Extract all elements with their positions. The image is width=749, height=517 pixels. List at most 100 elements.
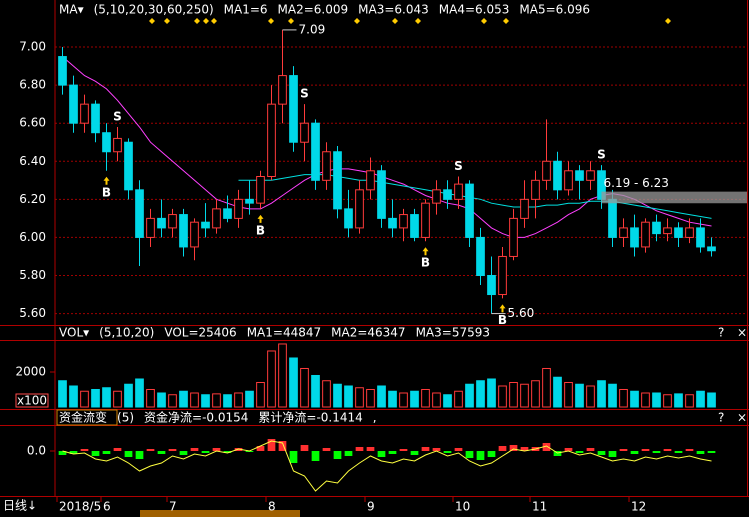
volume-bar bbox=[531, 380, 540, 408]
close-button[interactable]: × bbox=[737, 326, 747, 340]
sell-signal: S bbox=[300, 87, 309, 101]
volume-bar bbox=[58, 380, 67, 408]
buy-signal: B bbox=[256, 223, 265, 237]
legend-item: , bbox=[373, 411, 377, 425]
x-tick-label: 7 bbox=[169, 500, 177, 514]
flow-line bbox=[62, 440, 712, 492]
volume-bar bbox=[168, 394, 177, 408]
flow-bar bbox=[190, 448, 199, 451]
candle-body bbox=[542, 160, 551, 181]
x-tick-label: 9 bbox=[367, 500, 375, 514]
period-selector[interactable]: 日线↓ bbox=[3, 499, 37, 513]
candle-body bbox=[630, 227, 639, 248]
candle-body bbox=[641, 221, 650, 248]
candle-body bbox=[531, 179, 540, 200]
scroll-bar[interactable] bbox=[140, 510, 300, 517]
candle-body bbox=[355, 189, 364, 229]
candle-body bbox=[652, 221, 661, 235]
flow-bar bbox=[597, 451, 606, 455]
close-button[interactable]: × bbox=[737, 411, 747, 425]
volume-bar bbox=[80, 390, 89, 408]
buy-signal: B bbox=[498, 313, 507, 327]
volume-bar bbox=[630, 390, 639, 408]
event-marker bbox=[665, 18, 671, 24]
volume-bar bbox=[388, 390, 397, 408]
volume-bar bbox=[146, 388, 155, 408]
event-marker bbox=[288, 18, 294, 24]
candle-body bbox=[410, 214, 419, 238]
flow-bar bbox=[201, 451, 210, 453]
flow-bar bbox=[630, 451, 639, 454]
event-marker bbox=[392, 18, 398, 24]
volume-bar bbox=[542, 367, 551, 408]
flow-bar bbox=[311, 451, 320, 461]
flow-bar bbox=[388, 451, 397, 454]
volume-bar bbox=[586, 385, 595, 408]
signal-arrow bbox=[103, 176, 110, 185]
help-button[interactable]: ? bbox=[718, 326, 724, 340]
flow-bar bbox=[685, 449, 694, 451]
volume-bar bbox=[597, 380, 606, 408]
sell-signal: S bbox=[597, 148, 606, 162]
event-marker bbox=[415, 18, 421, 24]
legend-item: MA1=6 bbox=[224, 3, 268, 17]
event-marker bbox=[268, 18, 274, 24]
legend-item: MA4=6.053 bbox=[439, 3, 510, 17]
legend-item: VOL▾ bbox=[59, 326, 89, 340]
flow-bar bbox=[113, 448, 122, 451]
candle-body bbox=[267, 103, 276, 177]
flow-bar bbox=[707, 451, 716, 453]
volume-bar bbox=[641, 392, 650, 408]
flow-bar bbox=[410, 451, 419, 455]
candle-body bbox=[608, 198, 617, 238]
help-button[interactable]: ? bbox=[718, 411, 724, 425]
flow-bar bbox=[124, 451, 133, 457]
legend-item: (5) bbox=[117, 411, 134, 425]
unit-box bbox=[15, 393, 49, 408]
indicator-selector[interactable] bbox=[56, 409, 118, 426]
candle-body bbox=[421, 202, 430, 238]
volume-bar bbox=[289, 357, 298, 408]
volume-bar bbox=[487, 378, 496, 408]
candle-body bbox=[201, 221, 210, 229]
volume-bar bbox=[212, 393, 221, 408]
y-tick-label: 2000 bbox=[15, 364, 46, 378]
candle-body bbox=[388, 217, 397, 229]
event-marker bbox=[481, 18, 487, 24]
signal-arrow bbox=[499, 304, 506, 313]
legend-item: 累计净流=-0.1414 bbox=[258, 411, 362, 425]
flow-bar bbox=[344, 451, 353, 456]
candle-body bbox=[586, 170, 595, 181]
flow-bar bbox=[542, 443, 551, 451]
candle-body bbox=[157, 217, 166, 229]
legend-item: MA3=6.043 bbox=[358, 3, 429, 17]
candle-body bbox=[344, 208, 353, 229]
flow-bar bbox=[520, 447, 529, 451]
flow-bar bbox=[256, 446, 265, 451]
volume-bar bbox=[245, 390, 254, 408]
flow-bar bbox=[91, 451, 100, 456]
y-tick-label: 6.00 bbox=[19, 230, 46, 244]
legend-item: (5,10,20,30,60,250) bbox=[94, 3, 214, 17]
flow-bar bbox=[58, 451, 67, 455]
candle-body bbox=[300, 122, 309, 143]
signal-arrow bbox=[422, 247, 429, 256]
volume-bar bbox=[432, 392, 441, 408]
volume-bar bbox=[256, 381, 265, 408]
volume-bar bbox=[410, 390, 419, 408]
flow-bar bbox=[377, 451, 386, 457]
candle-body bbox=[443, 189, 452, 200]
legend-item: MA3=57593 bbox=[416, 326, 490, 340]
flow-bar bbox=[619, 449, 628, 451]
candle-body bbox=[399, 214, 408, 229]
range-label: 6.19 - 6.23 bbox=[604, 176, 669, 190]
candle-body bbox=[509, 217, 518, 257]
sell-signal: S bbox=[454, 159, 463, 173]
volume-bar bbox=[509, 381, 518, 408]
candle-body bbox=[179, 214, 188, 248]
volume-bar bbox=[377, 385, 386, 408]
volume-bar bbox=[465, 383, 474, 408]
event-marker bbox=[149, 18, 155, 24]
flow-bar bbox=[355, 447, 364, 451]
